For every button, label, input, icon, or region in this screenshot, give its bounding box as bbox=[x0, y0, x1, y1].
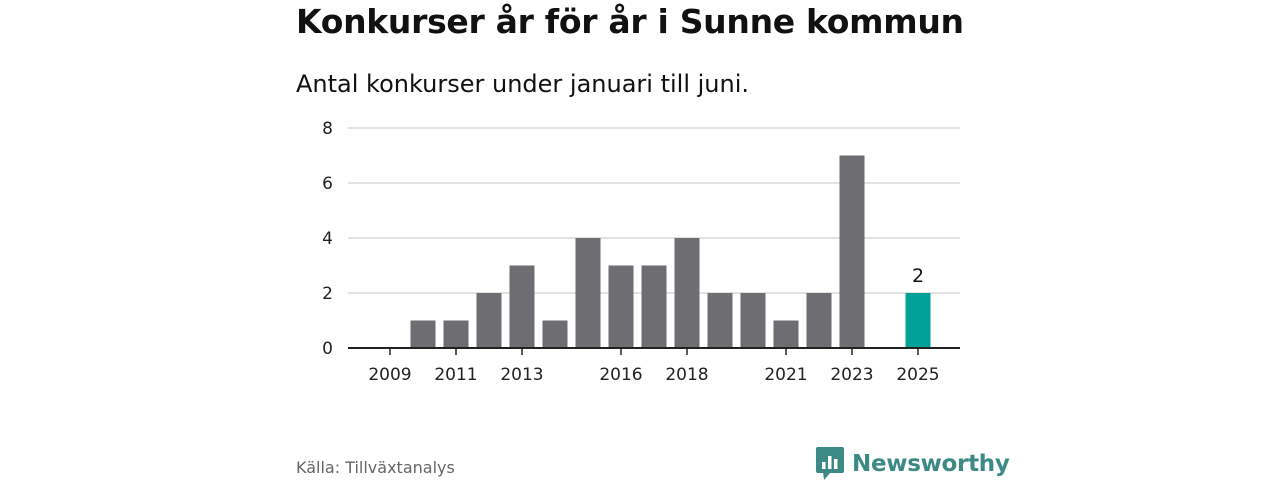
bar-2013 bbox=[509, 265, 535, 348]
x-axis-ticks: 2009 2011 2013 2016 2018 2021 2023 2025 bbox=[368, 348, 940, 385]
chart-title: Konkurser år för år i Sunne kommun bbox=[296, 2, 964, 41]
x-tick-label: 2013 bbox=[500, 365, 543, 385]
x-tick-label: 2021 bbox=[764, 365, 807, 385]
bar-2012 bbox=[476, 293, 502, 348]
y-tick-label: 4 bbox=[322, 229, 333, 249]
x-tick-label: 2011 bbox=[434, 365, 477, 385]
bar-2011 bbox=[443, 320, 469, 348]
data-labels: 2 bbox=[912, 265, 924, 287]
x-tick-label: 2018 bbox=[665, 365, 708, 385]
y-tick-label: 0 bbox=[322, 339, 333, 359]
bar-2014 bbox=[542, 320, 568, 348]
bar-2015 bbox=[575, 238, 601, 348]
bar-2025 bbox=[905, 293, 931, 348]
bar-2022 bbox=[806, 293, 832, 348]
x-tick-label: 2016 bbox=[599, 365, 642, 385]
y-tick-label: 8 bbox=[322, 119, 333, 139]
bars bbox=[410, 155, 931, 348]
y-tick-label: 6 bbox=[322, 174, 333, 194]
bar-2019 bbox=[707, 293, 733, 348]
bar-2021 bbox=[773, 320, 799, 348]
chart-subtitle: Antal konkurser under januari till juni. bbox=[296, 70, 749, 98]
bar-chart: 0 2 4 6 8 2009 2011 2013 2016 2018 2021 2023 2025 2 bbox=[322, 119, 960, 385]
bar-2020 bbox=[740, 293, 766, 348]
source-note: Källa: Tillväxtanalys bbox=[296, 458, 455, 477]
x-tick-label: 2009 bbox=[368, 365, 411, 385]
bar-2010 bbox=[410, 320, 436, 348]
x-tick-label: 2023 bbox=[830, 365, 873, 385]
bar-2017 bbox=[641, 265, 667, 348]
brand-name: Newsworthy bbox=[852, 451, 1010, 477]
x-tick-label: 2025 bbox=[896, 365, 939, 385]
bar-2023 bbox=[839, 155, 865, 348]
y-axis-ticks: 0 2 4 6 8 bbox=[322, 119, 333, 359]
data-label-2025: 2 bbox=[912, 265, 924, 287]
y-tick-label: 2 bbox=[322, 284, 333, 304]
bar-chart-speech-bubble-icon bbox=[816, 447, 844, 480]
bar-2018 bbox=[674, 238, 700, 348]
bar-2016 bbox=[608, 265, 634, 348]
brand-logo: Newsworthy bbox=[816, 447, 1010, 481]
